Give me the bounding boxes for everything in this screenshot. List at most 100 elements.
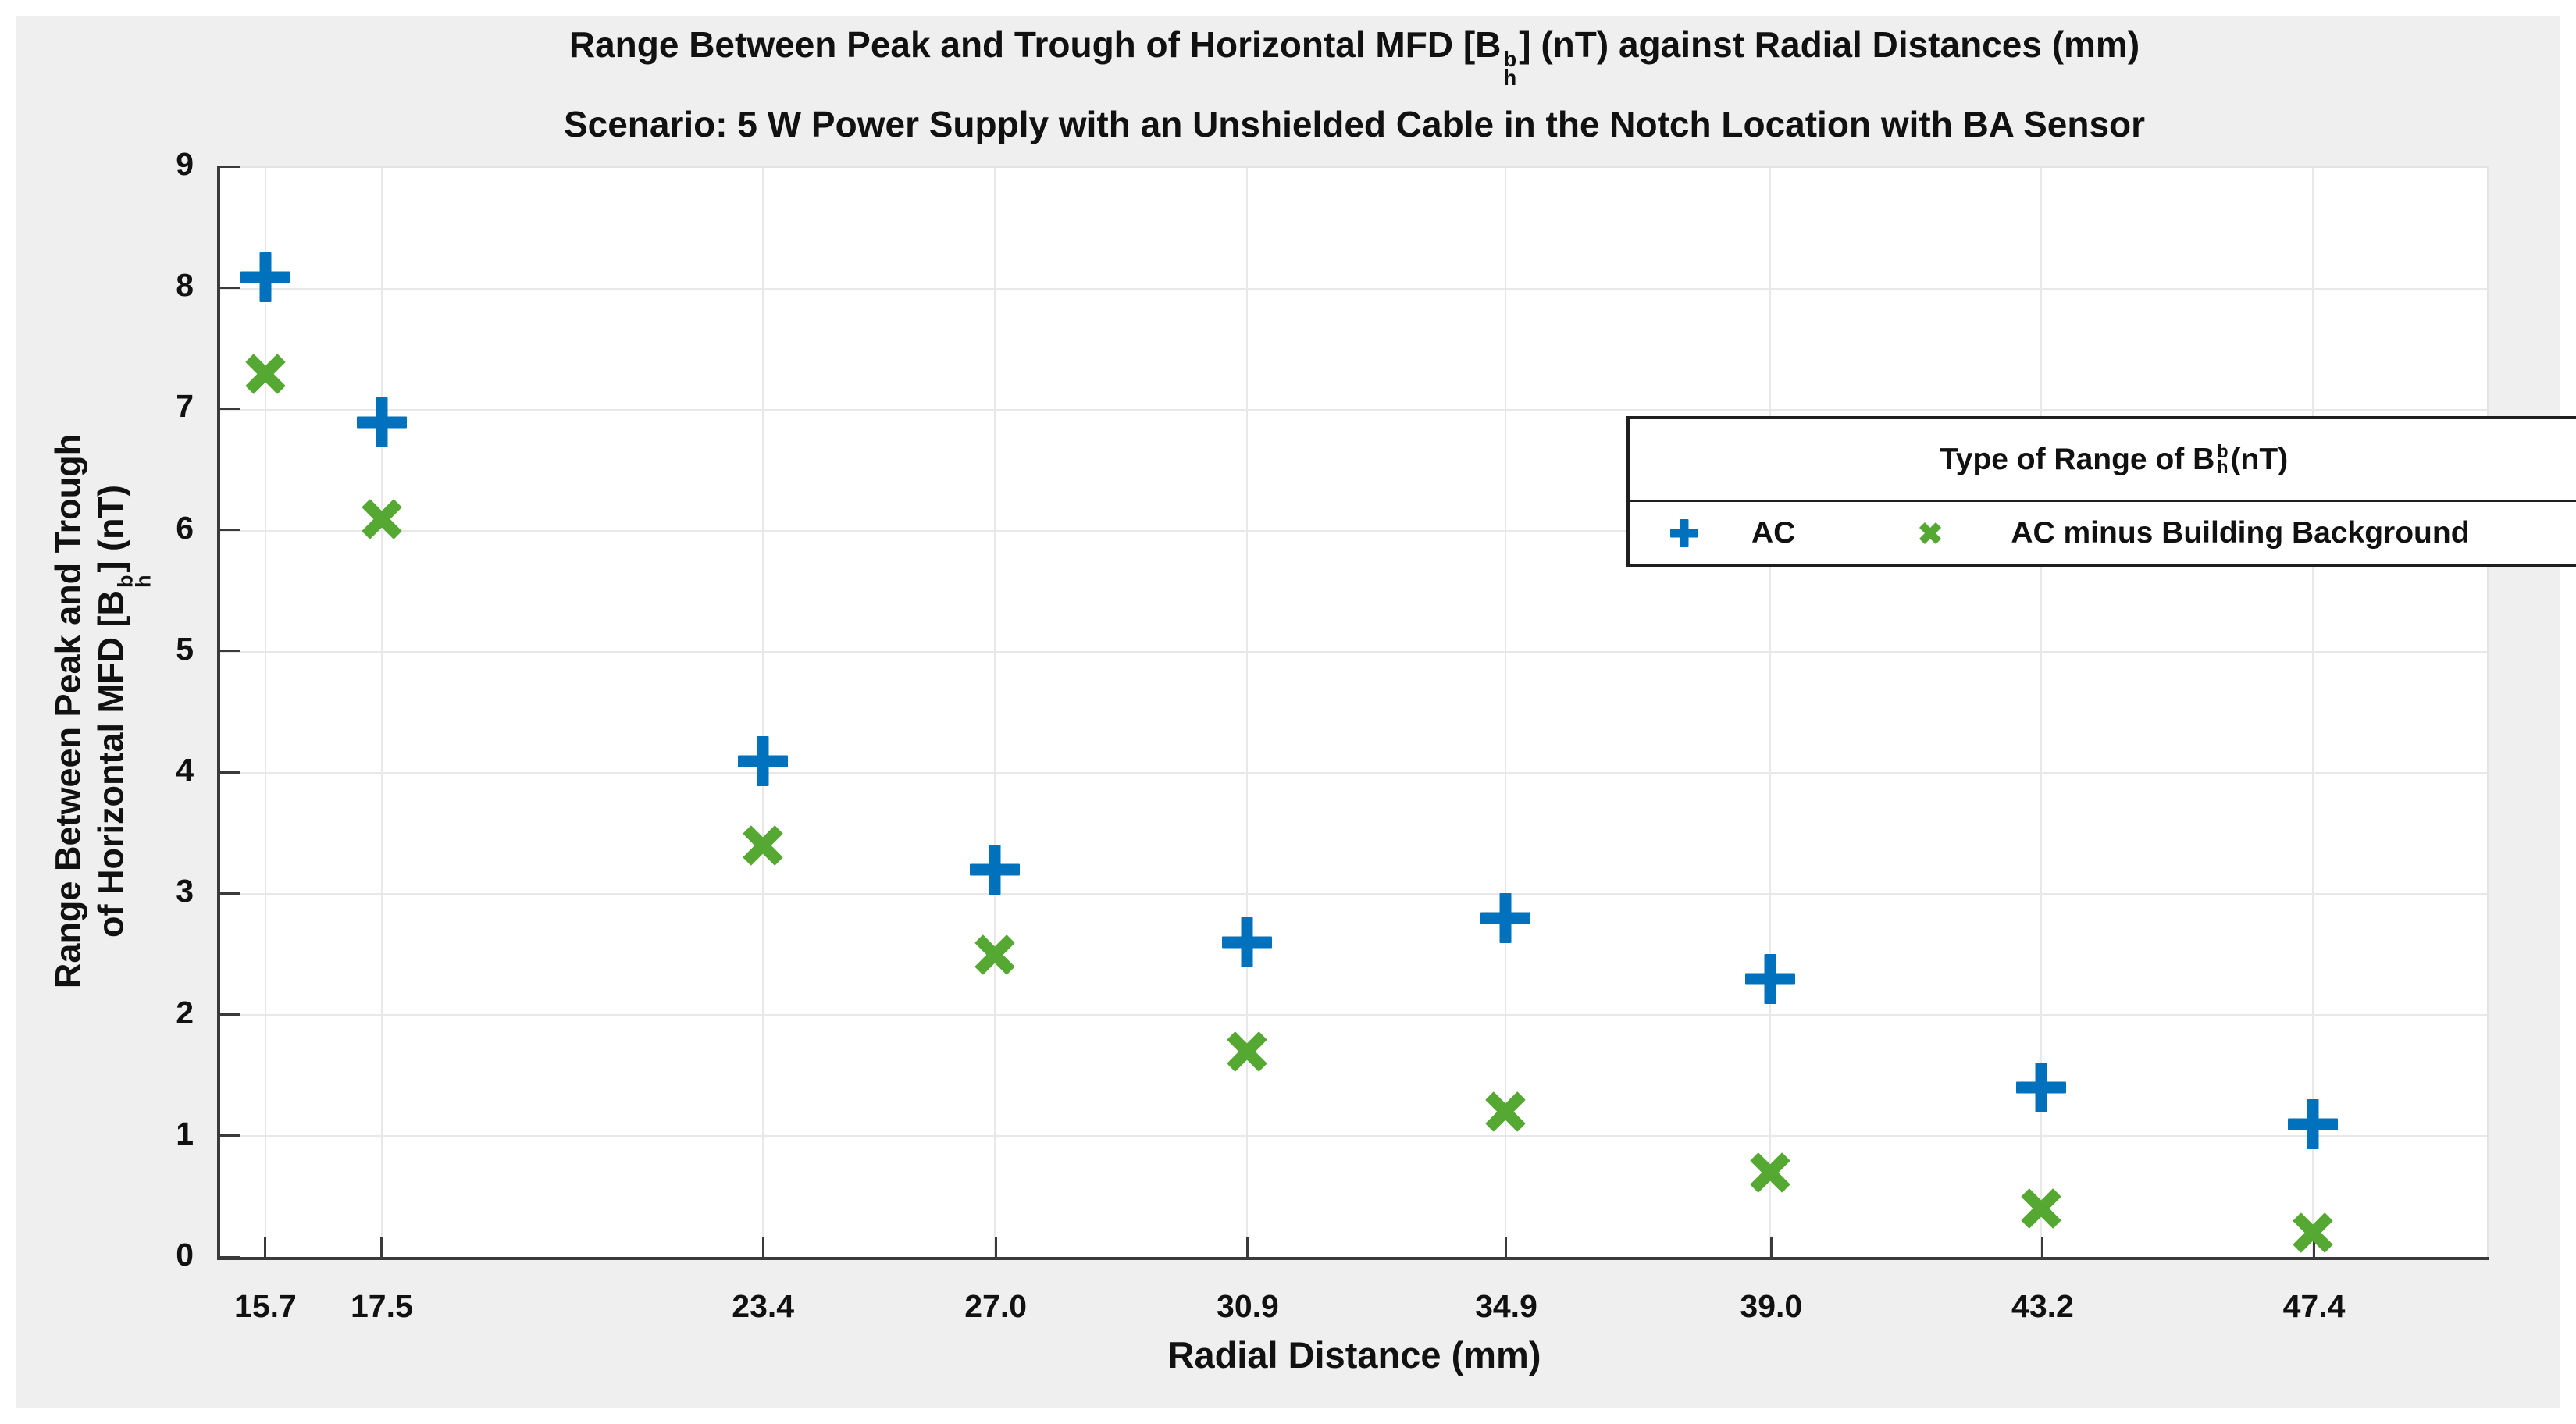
data-point-ac-minus-background (1748, 1150, 1793, 1195)
chart-title-sup: b (1503, 47, 1517, 72)
y-axis-label-line1: Range Between Peak and Trough (48, 433, 88, 989)
data-point-ac (240, 251, 290, 302)
x-tick-label: 39.0 (1740, 1288, 1803, 1324)
vertical-gridline (761, 168, 764, 1257)
y-axis-label-sub: h (131, 575, 155, 589)
vertical-gridline (2311, 168, 2314, 1257)
y-tick-label: 4 (176, 752, 194, 789)
data-point-ac-minus-background (2290, 1210, 2336, 1255)
chart-title: Range Between Peak and Trough of Horizon… (220, 23, 2489, 90)
y-tick-label: 8 (176, 267, 194, 304)
x-tick-mark (1769, 1237, 1773, 1257)
x-axis-label: Radial Distance (mm) (1167, 1334, 1541, 1376)
y-tick-mark (220, 165, 240, 168)
horizontal-gridline (220, 1134, 2487, 1137)
x-tick-mark (994, 1237, 997, 1257)
marker-bar (2035, 1063, 2047, 1112)
horizontal-gridline (220, 530, 2487, 532)
plus-marker-icon (1670, 518, 1698, 547)
x-tick-mark (1505, 1237, 1508, 1257)
legend-item-label-ac-minus-background: AC minus Building Background (2011, 515, 2470, 550)
horizontal-gridline (220, 287, 2487, 290)
y-tick-mark (220, 650, 240, 653)
legend-title-sub: h (2217, 456, 2229, 477)
figure-background: Range Between Peak and Trough of Horizon… (16, 16, 2576, 1408)
y-tick-label: 6 (176, 509, 194, 546)
vertical-gridline (380, 168, 383, 1257)
x-tick-mark (2041, 1237, 2044, 1257)
x-tick-label: 30.9 (1217, 1288, 1279, 1324)
x-tick-label: 47.4 (2282, 1288, 2346, 1324)
marker-bar (376, 397, 388, 447)
y-tick-label: 1 (176, 1115, 194, 1152)
y-tick-label: 2 (176, 994, 194, 1031)
horizontal-gridline (220, 893, 2487, 895)
marker-bar (1241, 917, 1253, 967)
vertical-gridline (1246, 168, 1249, 1257)
x-marker-icon (1919, 522, 1942, 545)
data-point-ac (1222, 917, 1273, 967)
marker-bar (1680, 518, 1689, 547)
horizontal-gridline (220, 408, 2487, 411)
y-tick-label: 5 (176, 630, 194, 667)
data-point-ac-minus-background (243, 351, 288, 397)
legend-title-pre: Type of Range of B (1939, 442, 2215, 476)
horizontal-gridline (220, 772, 2487, 774)
data-point-ac-minus-background (740, 823, 786, 868)
x-tick-label: 43.2 (2011, 1288, 2074, 1324)
y-tick-mark (220, 892, 240, 895)
x-tick-mark (264, 1237, 267, 1257)
x-tick-label: 17.5 (351, 1288, 413, 1324)
y-tick-mark (220, 529, 240, 532)
marker-bar (2307, 1098, 2319, 1149)
vertical-gridline (994, 168, 996, 1257)
chart-title-sub: h (1503, 65, 1517, 90)
data-point-ac (356, 397, 407, 447)
marker-bar (1499, 892, 1512, 943)
plus-marker-icon (1670, 518, 1698, 547)
x-marker-icon (1919, 522, 1942, 545)
y-axis-label: Range Between Peak and Trough of Horizon… (48, 166, 155, 1257)
x-tick-mark (2313, 1237, 2316, 1257)
data-point-ac (970, 845, 1021, 895)
chart-title-text-pre: Range Between Peak and Trough of Horizon… (568, 24, 1502, 65)
y-tick-label: 0 (176, 1237, 194, 1273)
data-point-ac (2016, 1063, 2067, 1112)
data-point-ac-minus-background (972, 932, 1017, 977)
data-point-ac-minus-background (2018, 1186, 2064, 1231)
vertical-gridline (1769, 168, 1771, 1257)
y-tick-label: 3 (176, 873, 194, 910)
data-point-ac (1744, 953, 1795, 1004)
horizontal-gridline (220, 650, 2487, 653)
data-point-ac (1480, 892, 1530, 943)
marker-bar (1764, 953, 1776, 1004)
y-tick-mark (220, 1013, 240, 1016)
data-point-ac-minus-background (359, 497, 404, 542)
horizontal-gridline (220, 1014, 2487, 1016)
x-tick-label: 15.7 (234, 1288, 297, 1324)
vertical-gridline (1504, 168, 1506, 1257)
y-tick-label: 7 (176, 388, 194, 425)
y-tick-mark (220, 771, 240, 774)
data-point-ac-minus-background (1483, 1089, 1528, 1134)
y-tick-mark (220, 286, 240, 289)
x-tick-label: 34.9 (1475, 1288, 1537, 1324)
y-tick-mark (220, 407, 240, 410)
data-point-ac (2287, 1098, 2338, 1149)
data-point-ac (737, 735, 788, 786)
legend-item-label-ac: AC (1751, 515, 1796, 550)
x-tick-mark (380, 1237, 383, 1257)
y-tick-label: 9 (176, 146, 194, 182)
data-point-ac-minus-background (1224, 1029, 1270, 1074)
x-tick-mark (1246, 1237, 1249, 1257)
legend-title-sup: b (2217, 440, 2229, 461)
vertical-gridline (264, 168, 266, 1257)
chart-subtitle: Scenario: 5 W Power Supply with an Unshi… (563, 104, 2146, 144)
x-axis-spine (217, 1257, 2489, 1260)
